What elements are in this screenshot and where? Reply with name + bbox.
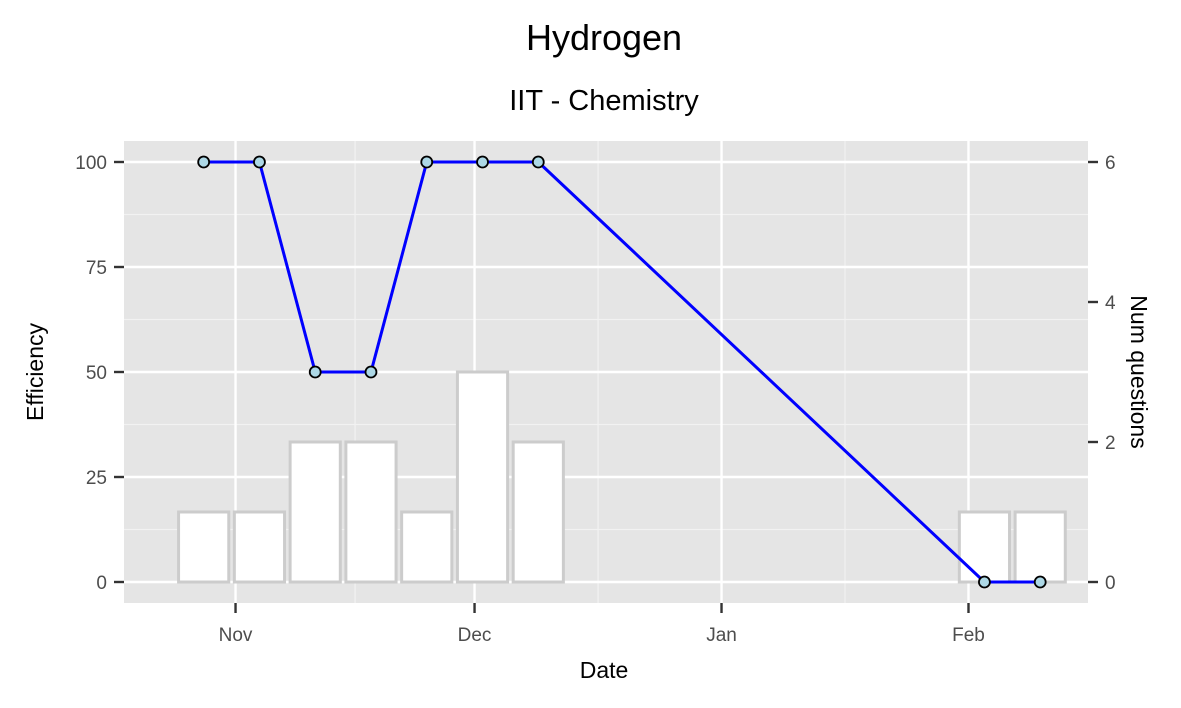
bar [400,510,454,584]
bar [232,510,287,584]
y-left-tick-label: 75 [86,258,107,279]
point-series [197,155,1047,589]
bar [957,510,1012,584]
efficiency-point [978,575,991,589]
chart-subtitle: IIT - Chemistry [509,85,699,117]
bar [344,440,398,584]
efficiency-point [476,155,489,169]
bar [511,440,565,584]
y-axis-left-title: Efficiency [22,322,48,421]
efficiency-point [364,365,378,379]
x-tick-label: Feb [952,625,985,646]
efficiency-point [197,155,211,169]
bar [455,370,510,584]
chart-title: Hydrogen [526,17,682,58]
axes: 0 25 50 75 100 0 2 4 6 Nov Dec Jan Feb [75,153,1116,646]
y-left-tick-label: 50 [86,363,107,384]
efficiency-point [253,155,266,169]
bar-series [177,370,1067,584]
efficiency-point [1033,575,1047,589]
y-left-tick-label: 25 [86,468,107,489]
efficiency-point [420,155,434,169]
efficiency-point [308,365,322,379]
efficiency-point [531,155,545,169]
y-right-tick-label: 2 [1105,433,1116,454]
y-right-tick-label: 6 [1105,153,1116,174]
x-axis-title: Date [580,657,629,683]
bar [177,510,231,584]
x-tick-label: Nov [219,625,253,646]
bar [1013,510,1067,584]
y-right-tick-label: 0 [1105,573,1116,594]
y-left-tick-label: 100 [75,153,107,174]
x-tick-label: Dec [458,625,492,646]
x-tick-label: Jan [706,625,737,646]
y-axis-right-title: Num questions [1126,295,1152,448]
bar [288,440,342,584]
y-left-tick-label: 0 [96,573,107,594]
y-right-tick-label: 4 [1105,293,1116,314]
